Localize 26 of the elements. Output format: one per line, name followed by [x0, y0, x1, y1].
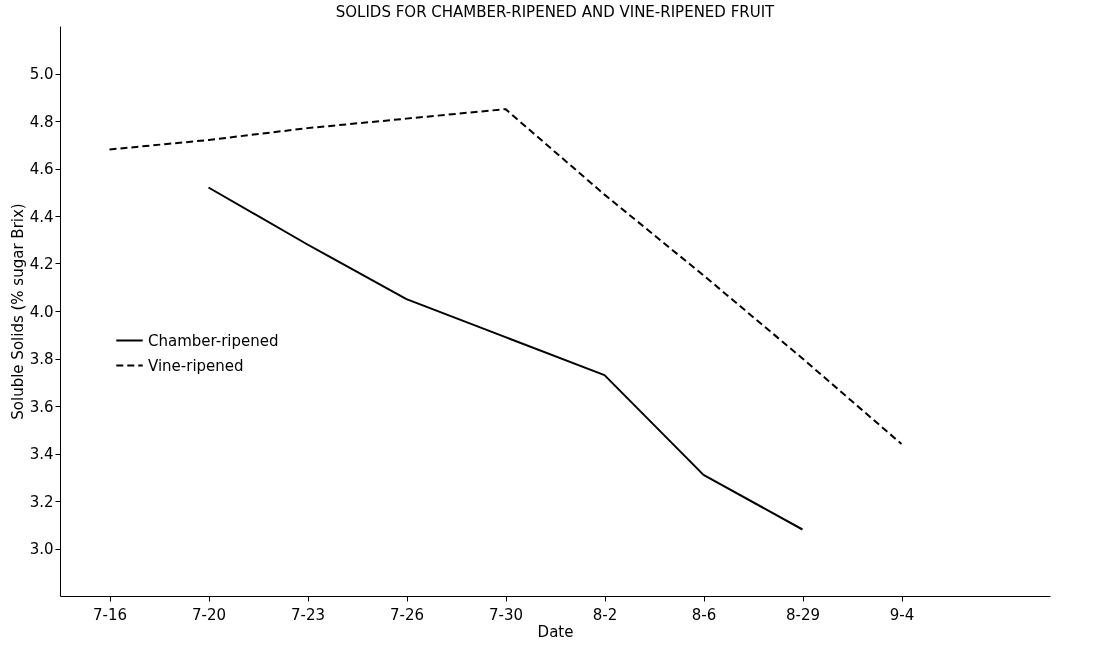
y-tick-label: 3.4	[29, 445, 54, 463]
y-axis-title: Soluble Solids (% sugar Brix)	[8, 203, 27, 420]
x-tick-label: 8-6	[691, 605, 717, 624]
x-tick-label: 8-29	[785, 605, 821, 624]
x-tick-label: 8-2	[592, 605, 618, 624]
y-tick-label: 5.0	[29, 65, 54, 83]
x-tick-label: 9-4	[889, 605, 915, 624]
x-tick-label: 7-23	[290, 605, 326, 624]
x-tick-label: 7-30	[488, 605, 524, 624]
y-tick-label: 4.8	[29, 112, 54, 131]
y-tick-label: 3.0	[29, 540, 54, 558]
x-axis-title: Date	[537, 622, 574, 641]
y-tick-label: 4.6	[29, 160, 54, 178]
legend-label: Vine-ripened	[148, 356, 244, 375]
y-tick-label: 3.2	[29, 492, 54, 511]
y-tick-label: 3.6	[29, 397, 54, 416]
y-tick-label: 4.4	[29, 207, 54, 226]
y-tick-label: 3.8	[29, 350, 54, 368]
line-series	[108, 108, 903, 445]
legend-label: Chamber-ripened	[148, 331, 279, 350]
y-tick-label: 4.0	[29, 302, 54, 321]
y-tick-label: 4.2	[29, 255, 54, 273]
x-tick-label: 7-16	[92, 605, 128, 624]
x-tick-label: 7-20	[191, 605, 227, 624]
x-tick-label: 7-26	[389, 605, 425, 624]
chart-title: SOLIDS FOR CHAMBER-RIPENED AND VINE-RIPENED FRUIT	[335, 3, 776, 21]
